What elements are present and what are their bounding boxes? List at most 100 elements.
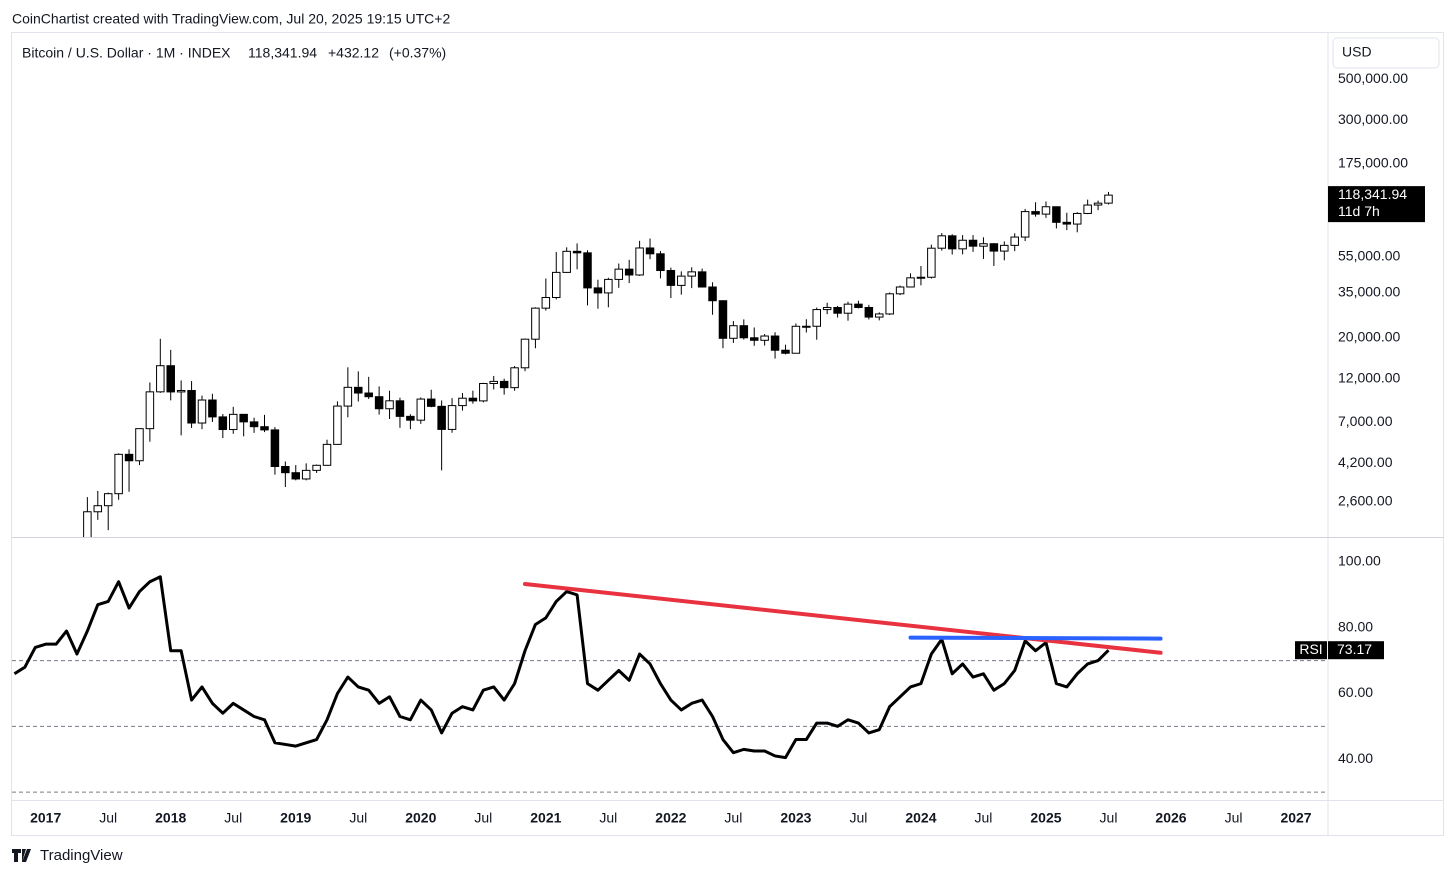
candle-body — [1062, 221, 1072, 225]
candle-body — [114, 453, 123, 495]
change: +432.12 — [328, 45, 379, 61]
y-tick-label: 500,000.00 — [1338, 70, 1408, 86]
candle-body — [614, 268, 624, 280]
candle-body — [687, 271, 696, 277]
candle-body — [291, 472, 301, 480]
candle-body — [322, 443, 332, 466]
candle-body — [197, 399, 207, 424]
y-tick-label: 80.00 — [1338, 618, 1373, 634]
candle-body — [479, 382, 488, 402]
y-tick-label: 35,000.00 — [1338, 284, 1400, 300]
candle-body — [1000, 244, 1009, 252]
candle-body — [697, 271, 707, 288]
x-tick-label: Jul — [1100, 810, 1118, 826]
candle-body — [802, 325, 811, 328]
candle-body — [749, 337, 759, 341]
candle-body — [156, 365, 165, 393]
candle-body — [1093, 202, 1103, 206]
candle-body — [124, 453, 134, 462]
candle-body — [708, 286, 717, 302]
candle-body — [645, 247, 655, 255]
last-price: 118,341.94 — [248, 45, 317, 61]
candle-body — [83, 511, 92, 537]
candle-body — [187, 390, 196, 424]
candles — [21, 191, 1113, 608]
candle-body — [1083, 204, 1092, 214]
candle-body — [822, 306, 832, 311]
candle-body — [52, 565, 60, 581]
change-pct: (+0.37%) — [389, 45, 446, 61]
candle-body — [1020, 211, 1030, 238]
x-tick-label: Jul — [849, 810, 867, 826]
candle-body — [864, 306, 874, 318]
candle-body — [520, 338, 530, 369]
candle-body — [385, 400, 394, 410]
candle-body — [208, 399, 217, 418]
rsi-line — [13, 575, 1110, 760]
candle-body — [583, 252, 592, 289]
candle-body — [927, 247, 936, 278]
x-tick-label: 2022 — [655, 810, 686, 826]
candle-body — [510, 367, 519, 389]
x-tick-label: 2020 — [405, 810, 436, 826]
candle-body — [1031, 211, 1040, 215]
candle-body — [63, 565, 71, 573]
candle-body — [989, 243, 999, 252]
x-tick-label: 2023 — [780, 810, 811, 826]
candle-body — [458, 397, 467, 407]
y-tick-label: 60.00 — [1338, 684, 1373, 700]
candle-body — [42, 581, 50, 582]
candle-body — [260, 426, 269, 431]
candle-body — [656, 253, 665, 272]
x-tick-label: 2024 — [905, 810, 936, 826]
candle-body — [145, 391, 155, 430]
y-tick-label: 55,000.00 — [1338, 247, 1400, 263]
candle-body — [1104, 194, 1113, 204]
candle-body — [395, 400, 405, 417]
x-tick-label: Jul — [724, 810, 742, 826]
candle-body — [354, 386, 363, 394]
candle-body — [437, 405, 446, 430]
candle-body — [572, 250, 582, 254]
rsi-value-box — [1328, 641, 1384, 660]
y-tick-label: 300,000.00 — [1338, 111, 1408, 127]
candle-body — [843, 303, 853, 314]
candle-body — [718, 300, 728, 339]
candle-body — [666, 270, 676, 286]
last-price-box — [1328, 186, 1425, 223]
candle-body — [103, 493, 113, 507]
y-tick-label: 7,000.00 — [1338, 413, 1393, 429]
header: CoinChartist created with TradingView.co… — [12, 11, 450, 27]
symbol-title: Bitcoin / U.S. Dollar · 1M · INDEX — [22, 45, 231, 61]
footer: TradingView — [40, 847, 123, 864]
candle-body — [135, 428, 144, 462]
candle-body — [73, 555, 81, 573]
candle-body — [541, 296, 551, 309]
last-price-label: 118,341.94 — [1338, 186, 1407, 202]
currency-button[interactable] — [1332, 37, 1440, 69]
candle-body — [833, 306, 842, 314]
candle-body — [781, 349, 790, 354]
currency[interactable]: USD — [1342, 44, 1372, 60]
candle-body — [21, 603, 29, 608]
candle-body — [426, 398, 436, 407]
trendline — [522, 582, 1163, 655]
candle-body — [489, 380, 498, 384]
candle-body — [364, 392, 373, 398]
x-tick-label: 2025 — [1030, 810, 1061, 826]
candle-body — [854, 303, 863, 308]
x-tick-label: 2019 — [280, 810, 311, 826]
candle-body — [1072, 212, 1082, 225]
candle-body — [937, 235, 947, 249]
countdown: 11d 7h — [1338, 203, 1380, 219]
candle-body — [1041, 206, 1051, 215]
candle-body — [239, 413, 248, 423]
y-tick-label: 2,600.00 — [1338, 493, 1393, 509]
y-tick-label: 100.00 — [1338, 553, 1381, 569]
candle-body — [249, 421, 259, 428]
candle-body — [32, 582, 40, 603]
candle-body — [947, 235, 957, 250]
x-tick-label: Jul — [474, 810, 492, 826]
